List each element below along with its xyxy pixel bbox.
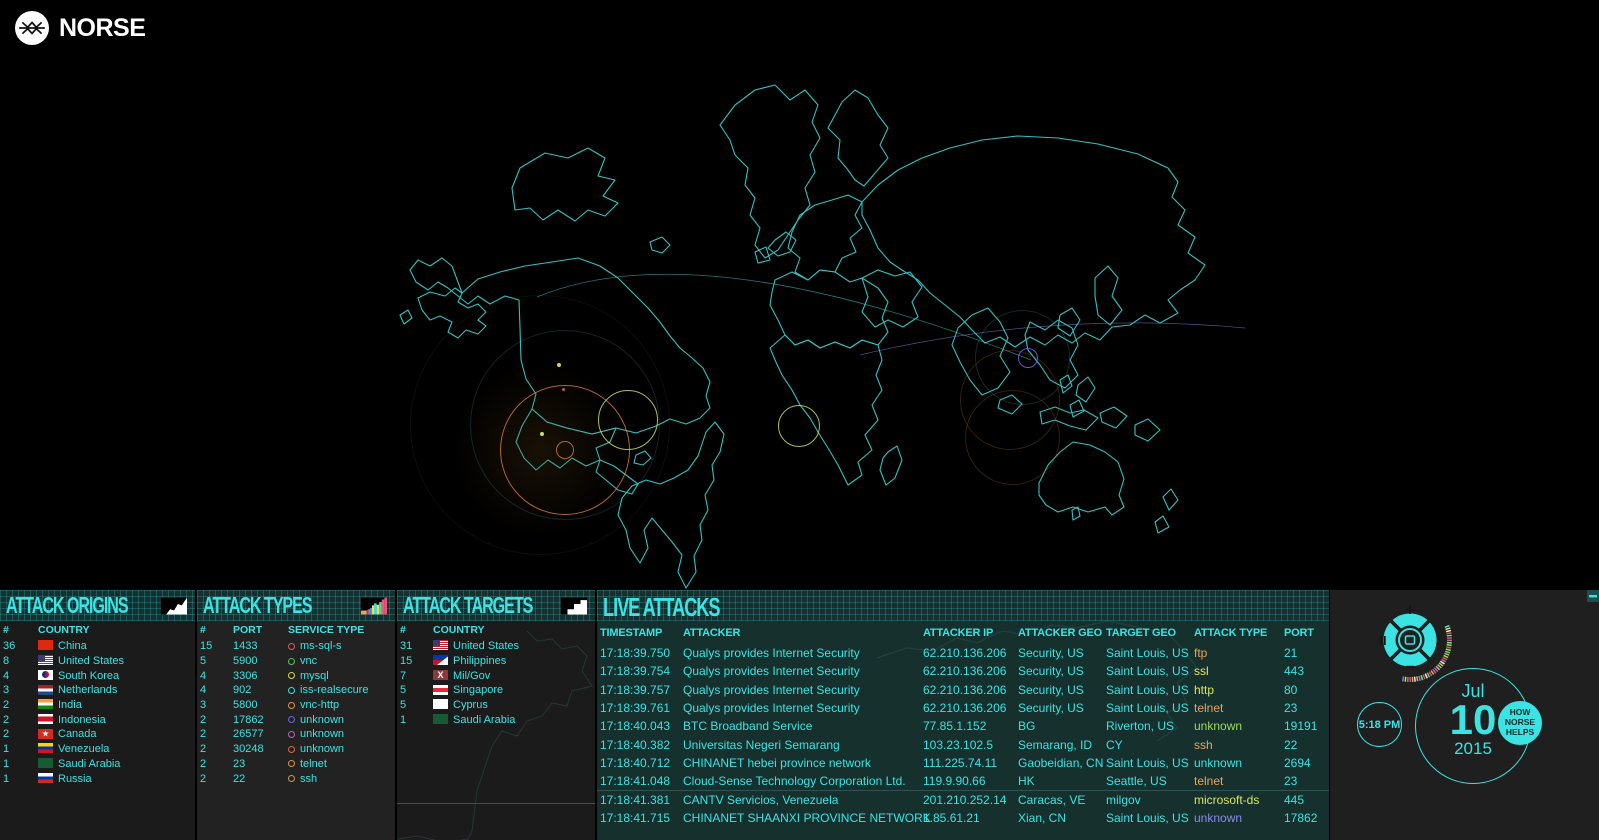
svg-text:−: −	[1405, 659, 1414, 676]
svg-text:+: +	[1405, 602, 1414, 619]
svg-text:i: i	[1436, 633, 1440, 648]
svg-text:II: II	[1379, 633, 1386, 648]
